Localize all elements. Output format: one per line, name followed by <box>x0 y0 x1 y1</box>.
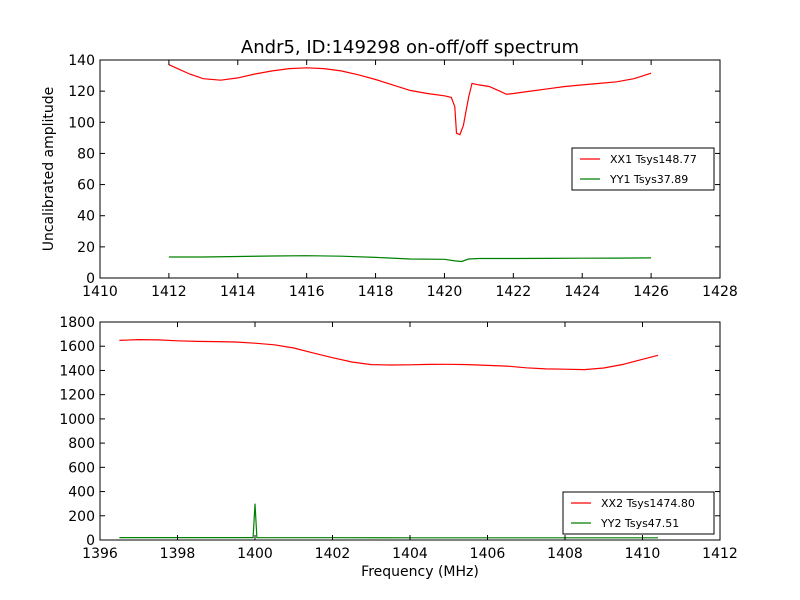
series-line-1 <box>119 338 659 371</box>
x-tick-label: 1398 <box>160 546 196 562</box>
x-tick-label: 1422 <box>496 284 532 300</box>
series-line-2 <box>119 503 658 539</box>
legend: XX2 Tsys1474.80 YY2 Tsys47.51 <box>562 491 715 535</box>
x-tick-label: 1400 <box>237 546 273 562</box>
x-tick-label: 1404 <box>392 546 428 562</box>
chart-title: Andr5, ID:149298 on-off/off spectrum <box>241 37 579 58</box>
legend-label: YY1 Tsys37.89 <box>609 173 688 186</box>
x-tick-label: 1412 <box>702 546 738 562</box>
series-line-1 <box>168 64 652 136</box>
x-tick-label: 1410 <box>82 284 118 300</box>
y-tick-label: 80 <box>77 146 95 162</box>
x-tick-label: 1424 <box>564 284 600 300</box>
y-tick-label: 1600 <box>59 339 95 355</box>
chart-top-panel: 1410 1412 1414 1416 1418 1420 1422 1424 1426 1428… <box>41 53 738 300</box>
y-tick-label: 1400 <box>59 363 95 379</box>
y-tick-label: 1800 <box>59 315 95 331</box>
x-tick-label: 1410 <box>625 546 661 562</box>
y-tick-label: 0 <box>86 533 95 549</box>
x-tick-label: 1420 <box>427 284 463 300</box>
x-tick-label: 1402 <box>315 546 351 562</box>
x-tick-label: 1406 <box>470 546 506 562</box>
y-axis-label: Uncalibrated amplitude <box>41 87 57 252</box>
legend-box <box>562 491 715 535</box>
x-axis-label: Frequency (MHz) <box>361 564 479 580</box>
legend: XX1 Tsys148.77 YY1 Tsys37.89 <box>571 147 715 191</box>
x-tick-label: 1414 <box>220 284 256 300</box>
y-tick-label: 0 <box>86 271 95 287</box>
y-tick-label: 800 <box>68 436 95 452</box>
x-tick-label: 1416 <box>289 284 325 300</box>
y-tick-label: 100 <box>68 115 95 131</box>
y-tick-label: 600 <box>68 460 95 476</box>
legend-label: YY2 Tsys47.51 <box>600 517 679 530</box>
y-tick-label: 120 <box>68 84 95 100</box>
chart-bottom-panel: 1396 1398 1400 1402 1404 1406 1408 1410 1412 0 200… <box>59 315 737 580</box>
y-tick-label: 1200 <box>59 388 95 404</box>
x-tick-label: 1428 <box>702 284 738 300</box>
y-tick-label: 400 <box>68 485 95 501</box>
legend-label: XX2 Tsys1474.80 <box>601 497 695 510</box>
y-tick-label: 140 <box>68 53 95 69</box>
legend-label: XX1 Tsys148.77 <box>610 153 697 166</box>
legend-box <box>571 147 715 191</box>
x-tick-label: 1426 <box>633 284 669 300</box>
x-tick-label: 1412 <box>151 284 187 300</box>
series-line-2 <box>168 255 652 263</box>
x-tick-label: 1396 <box>82 546 118 562</box>
y-tick-label: 1000 <box>59 412 95 428</box>
x-tick-label: 1418 <box>358 284 394 300</box>
y-tick-label: 200 <box>68 509 95 525</box>
y-tick-label: 60 <box>77 178 95 194</box>
x-tick-label: 1408 <box>547 546 583 562</box>
y-tick-label: 40 <box>77 209 95 225</box>
y-tick-label: 20 <box>77 240 95 256</box>
plot-frame <box>99 59 721 279</box>
